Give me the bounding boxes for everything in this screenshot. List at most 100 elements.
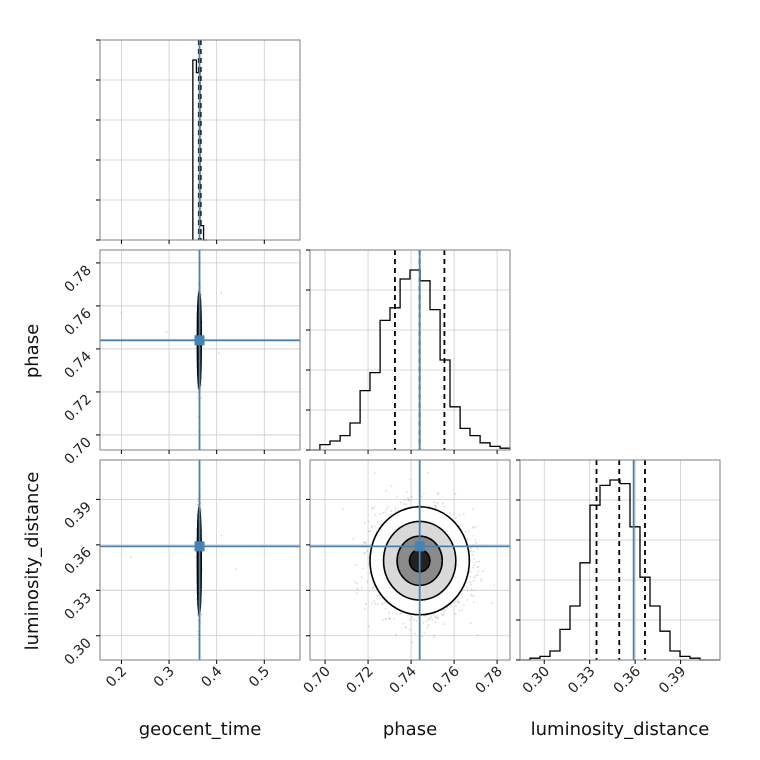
x-tick-label-geocent_time-1: 0.3 (151, 664, 178, 691)
sample-point (371, 508, 374, 510)
sample-point (382, 512, 385, 514)
y-tick-label-phase-2: 0.74 (61, 348, 94, 381)
sample-point (365, 603, 367, 605)
sample-point (476, 565, 479, 568)
sample-point (433, 504, 436, 507)
panel-frame (309, 459, 511, 661)
y-axis-label-luminosity-distance: luminosity_distance (22, 472, 43, 651)
sample-point (473, 526, 476, 529)
sample-point (355, 592, 358, 595)
sample-point (449, 604, 452, 607)
sample-point (425, 620, 428, 622)
sample-point (361, 586, 363, 589)
sample-point (472, 534, 475, 537)
sample-point (413, 618, 416, 621)
sample-point (454, 492, 457, 495)
sample-point (476, 566, 479, 569)
sample-point (476, 634, 479, 636)
sample-point (516, 582, 518, 584)
sample-point (420, 635, 423, 638)
sample-point (402, 503, 405, 505)
sample-point (442, 614, 444, 617)
sample-point (466, 589, 469, 591)
sample-point (474, 561, 477, 564)
sample-point (376, 594, 379, 597)
sample-point (366, 580, 369, 583)
panel-frame (99, 459, 301, 661)
sample-point (407, 497, 409, 500)
sample-point (407, 498, 410, 501)
sample-point (220, 534, 223, 537)
x-tick-label-phase-0: 0.70 (301, 664, 334, 697)
sample-point (471, 593, 473, 596)
sample-point (385, 617, 388, 620)
sample-point (394, 510, 397, 512)
panel-frame (519, 459, 721, 661)
sample-point (436, 501, 439, 504)
scatter-panel-luminosity_distance-vs-geocent_time (100, 460, 300, 660)
sample-point (403, 498, 406, 501)
sample-point (362, 567, 364, 570)
sample-point (409, 478, 412, 481)
sample-point (355, 563, 358, 566)
sample-point (394, 507, 397, 510)
sample-point (371, 587, 374, 590)
sample-point (382, 602, 385, 604)
sample-point (472, 601, 475, 604)
sample-point (411, 641, 413, 644)
sample-point (437, 493, 439, 495)
sample-point (365, 542, 367, 545)
sample-point (364, 608, 367, 611)
sample-point (362, 541, 365, 544)
y-tick-label-phase-1: 0.72 (61, 391, 94, 424)
sample-point (434, 616, 437, 619)
sample-point (466, 539, 469, 542)
sample-point (440, 613, 443, 616)
sample-point (478, 560, 480, 563)
panel-frame (99, 249, 301, 451)
sample-point (218, 352, 220, 355)
y-tick-label-phase-4: 0.78 (61, 262, 94, 295)
sample-point (456, 600, 459, 602)
truth-marker (194, 335, 205, 346)
sample-point (427, 617, 430, 620)
x-axis-label-geocent-time: geocent_time (139, 719, 262, 740)
sample-point (469, 547, 472, 550)
sample-point (384, 607, 387, 610)
sample-point (493, 584, 496, 587)
sample-point (458, 514, 461, 517)
sample-point (352, 538, 355, 540)
sample-point (371, 586, 374, 589)
sample-point (393, 617, 396, 620)
sample-point (373, 600, 376, 602)
histogram-phase (310, 269, 511, 451)
sample-point (384, 511, 387, 514)
sample-point (369, 530, 372, 533)
sample-point (472, 566, 474, 569)
sample-point (434, 505, 437, 508)
sample-point (373, 505, 376, 508)
x-tick-label-phase-4: 0.78 (473, 664, 506, 697)
sample-point (384, 618, 387, 621)
sample-point (195, 555, 197, 558)
sample-point (407, 499, 410, 502)
sample-point (461, 609, 464, 612)
y-tick-label-luminosity_distance-0: 0.30 (61, 635, 94, 668)
sample-point (196, 614, 199, 617)
sample-point (442, 501, 444, 504)
sample-point (364, 541, 367, 543)
sample-point (399, 501, 402, 504)
sample-point (470, 550, 472, 552)
sample-point (422, 621, 425, 624)
sample-point (454, 600, 457, 603)
sample-point (474, 574, 477, 577)
sample-point (404, 626, 407, 629)
sample-point (387, 611, 390, 614)
sample-point (436, 617, 439, 620)
sample-point (427, 471, 429, 474)
y-tick-label-phase-0: 0.70 (61, 434, 94, 467)
sample-point (472, 579, 475, 582)
grid-layer (100, 39, 720, 660)
sample-point (411, 616, 413, 619)
sample-point (234, 568, 237, 570)
